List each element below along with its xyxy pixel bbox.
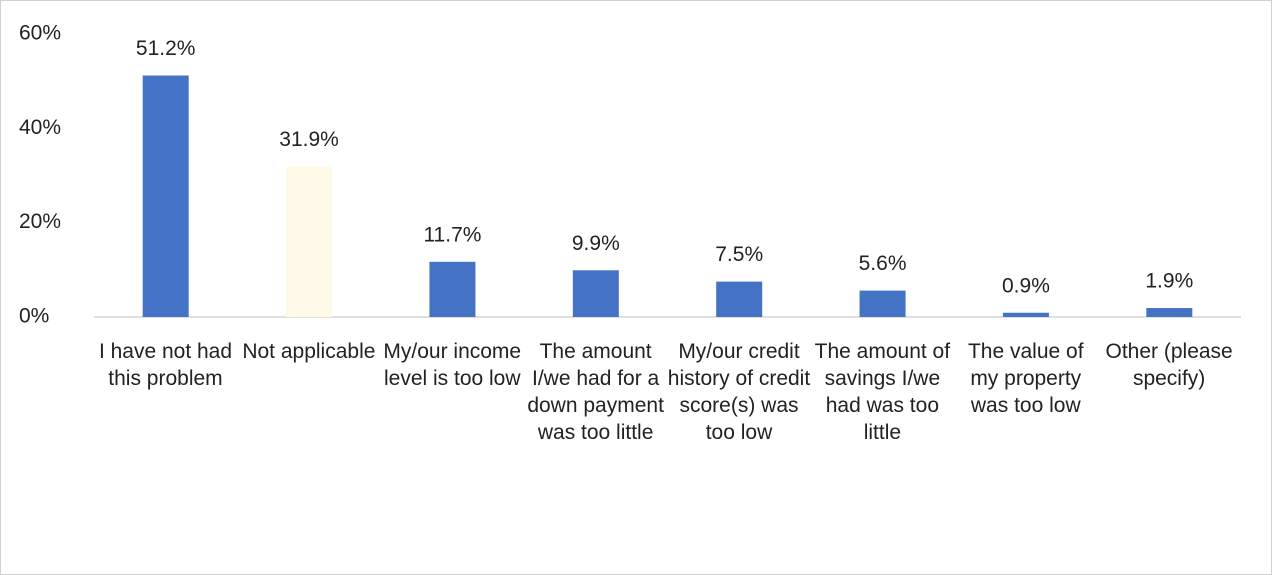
y-tick-label: 0%	[19, 305, 49, 328]
x-tick-label: My/our credit history of credit score(s)…	[667, 340, 811, 444]
bar	[286, 166, 333, 317]
value-label: 11.7%	[423, 223, 481, 246]
x-tick-label: The value of my property was too low	[967, 340, 1084, 417]
x-tick-label: My/our income level is too low	[383, 340, 522, 390]
y-tick-label: 20%	[19, 210, 61, 233]
y-tick-label: 60%	[19, 22, 61, 45]
bar	[429, 261, 476, 317]
value-label: 1.9%	[1145, 270, 1193, 293]
bar	[572, 270, 619, 317]
x-tick-label: Not applicable	[242, 340, 376, 363]
value-label: 7.5%	[715, 243, 763, 266]
value-label: 5.6%	[859, 252, 907, 275]
value-label: 31.9%	[279, 128, 339, 151]
bar	[1146, 308, 1193, 317]
bar	[142, 75, 189, 317]
value-label: 51.2%	[136, 37, 196, 60]
bar	[716, 281, 763, 317]
y-tick-label: 40%	[19, 116, 61, 139]
value-label: 9.9%	[572, 232, 620, 255]
x-tick-label: The amount of savings I/we had was too l…	[814, 340, 951, 444]
value-label: 0.9%	[1002, 274, 1050, 297]
x-tick-label: Other (please specify)	[1105, 340, 1233, 390]
x-tick-label: I have not had this problem	[98, 340, 233, 390]
x-tick-label: The amount I/we had for a down payment w…	[527, 340, 664, 444]
bar	[859, 290, 906, 317]
bar	[1002, 312, 1049, 317]
